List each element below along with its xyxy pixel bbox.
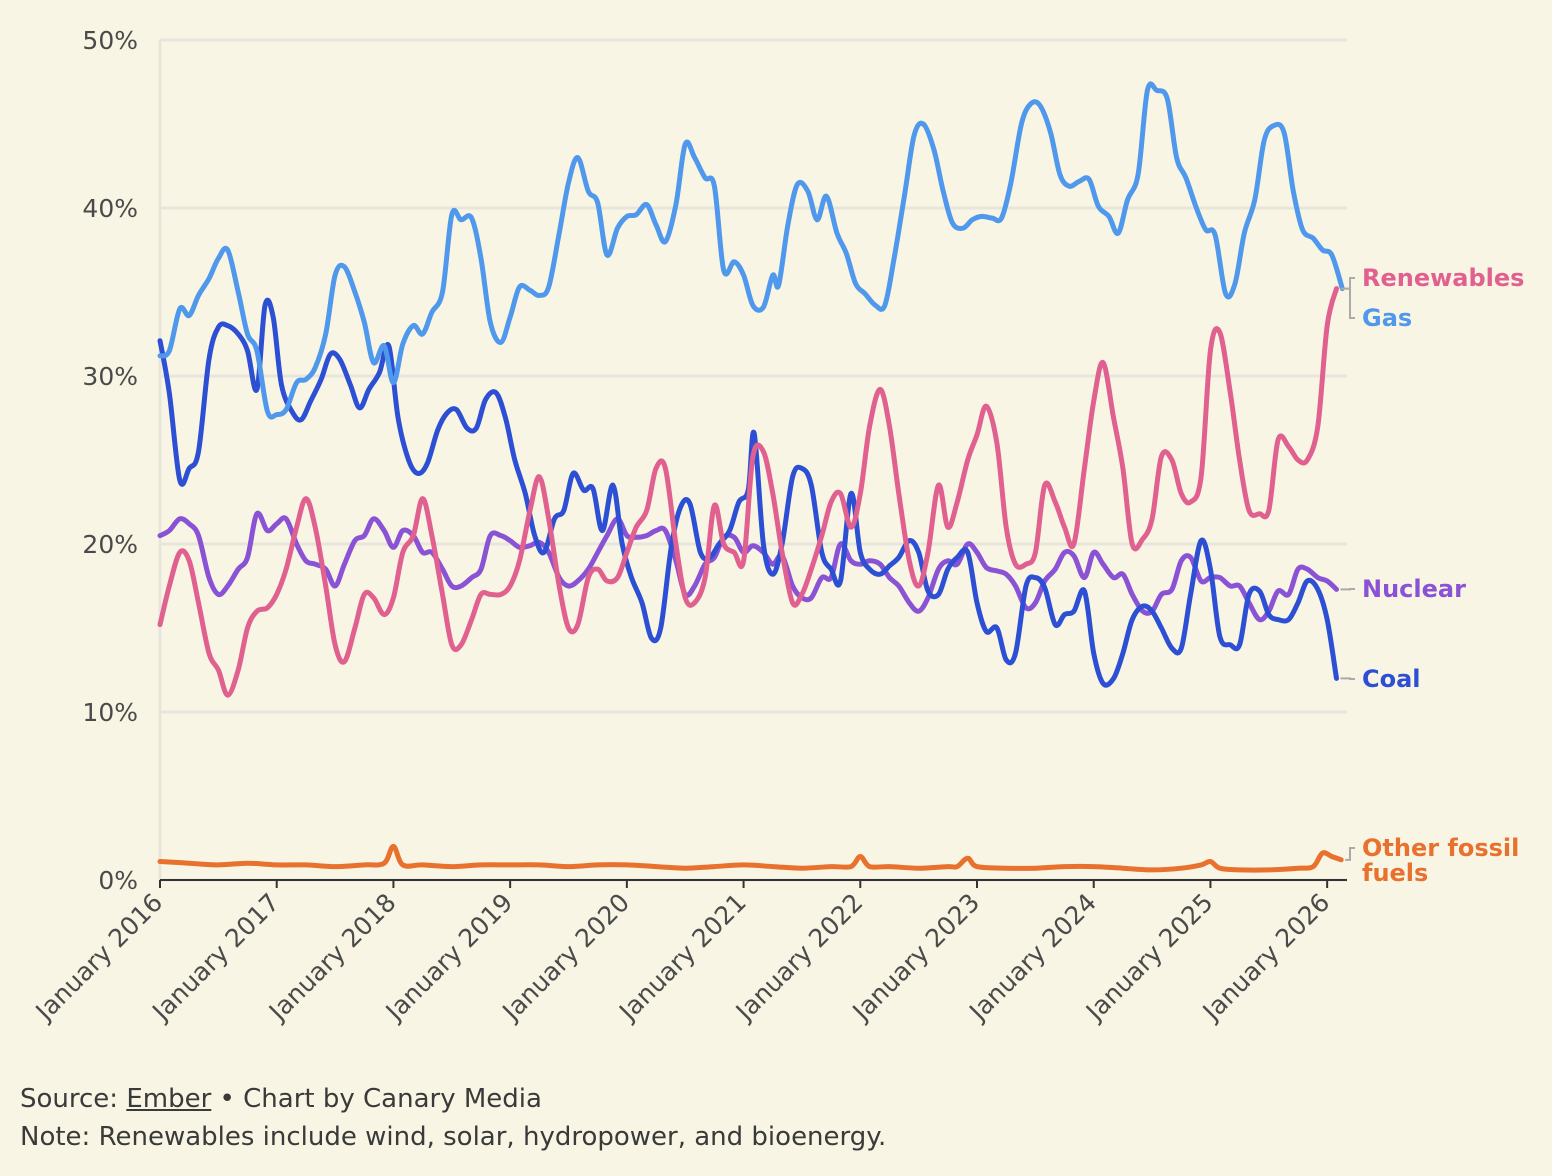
chart-note: Note: Renewables include wind, solar, hy… — [20, 1122, 887, 1152]
y-tick-label: 50% — [82, 26, 138, 55]
series-label-coal: Coal — [1362, 665, 1421, 693]
y-tick-label: 20% — [82, 530, 138, 559]
series-label-nuclear: Nuclear — [1362, 575, 1466, 603]
source-prefix: Source: — [20, 1084, 127, 1114]
y-tick-label: 40% — [82, 194, 138, 223]
series-label-line: Nuclear — [1362, 575, 1466, 603]
series-end-labels: Gas Coal Nuclear Renewables Other fossil fuel… — [1340, 264, 1524, 887]
series-label-gas: Gas — [1362, 304, 1412, 332]
series-label-line: Coal — [1362, 665, 1421, 693]
series-label-line: Other fossil — [1362, 834, 1519, 862]
series-line-nuclear — [157, 510, 1339, 623]
series-lines — [157, 81, 1345, 873]
label-connector — [1346, 287, 1355, 319]
series-label-line: fuels — [1362, 859, 1428, 887]
series-label-line: Renewables — [1362, 264, 1524, 292]
ember-source-link[interactable]: Ember — [126, 1084, 212, 1114]
series-label-other-fossil-fuels: Other fossil fuels — [1362, 834, 1519, 887]
x-axis — [158, 40, 1347, 881]
source-line: Source: Ember • Chart by Canary Media — [20, 1084, 542, 1114]
label-connector — [1340, 677, 1355, 680]
y-axis-ticks: 0% 10% 20% 30% 40% 50% — [82, 26, 138, 895]
y-tick-label: 0% — [98, 866, 138, 895]
y-tick-label: 10% — [82, 698, 138, 727]
y-tick-label: 30% — [82, 362, 138, 391]
source-suffix: • Chart by Canary Media — [211, 1084, 542, 1114]
series-label-line: Gas — [1362, 304, 1412, 332]
series-label-renewables: Renewables — [1362, 264, 1524, 292]
label-connector — [1340, 277, 1355, 290]
label-connector — [1345, 847, 1355, 861]
series-line-renewables — [157, 286, 1339, 698]
series-line-gas — [157, 81, 1345, 420]
series-line-other-fossil-fuels — [157, 843, 1344, 873]
